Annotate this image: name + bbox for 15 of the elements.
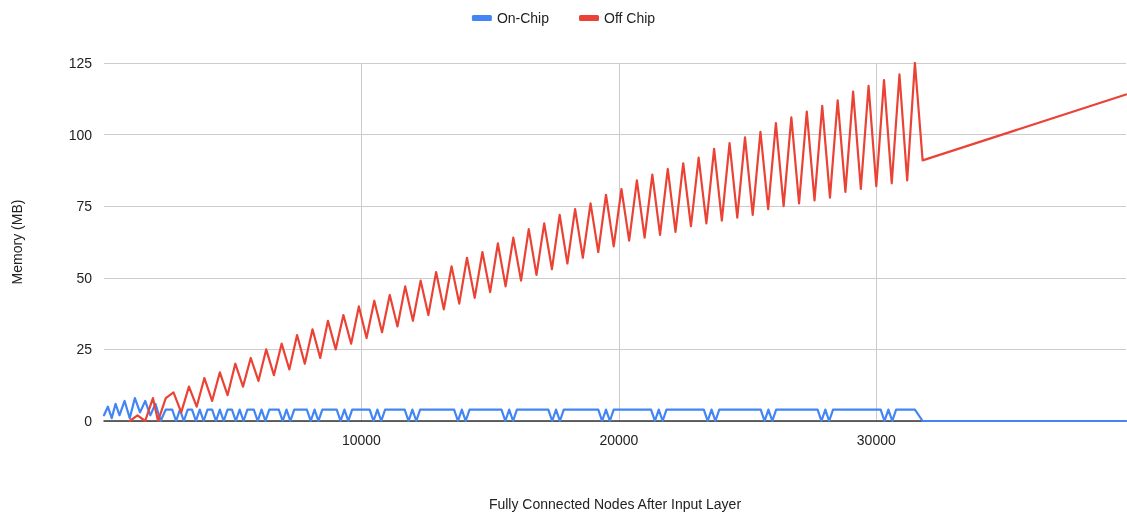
legend-label: Off Chip xyxy=(604,10,656,26)
y-tick-label: 100 xyxy=(68,126,93,143)
y-tick-label: 0 xyxy=(84,413,93,429)
x-tick-label: 10000 xyxy=(341,432,382,448)
legend-label: On-Chip xyxy=(496,10,550,26)
x-axis-title: Fully Connected Nodes After Input Layer xyxy=(488,496,742,512)
y-axis-title: Memory (MB) xyxy=(9,199,25,285)
line-series xyxy=(128,61,1127,423)
y-tick-label: 75 xyxy=(76,198,93,215)
x-tick-label: 30000 xyxy=(856,432,896,448)
y-tick-label: 25 xyxy=(76,341,93,358)
line-series xyxy=(102,396,1127,423)
y-tick-label: 50 xyxy=(76,269,93,286)
x-tick-label: 20000 xyxy=(599,432,639,448)
y-tick-label: 125 xyxy=(68,55,93,71)
